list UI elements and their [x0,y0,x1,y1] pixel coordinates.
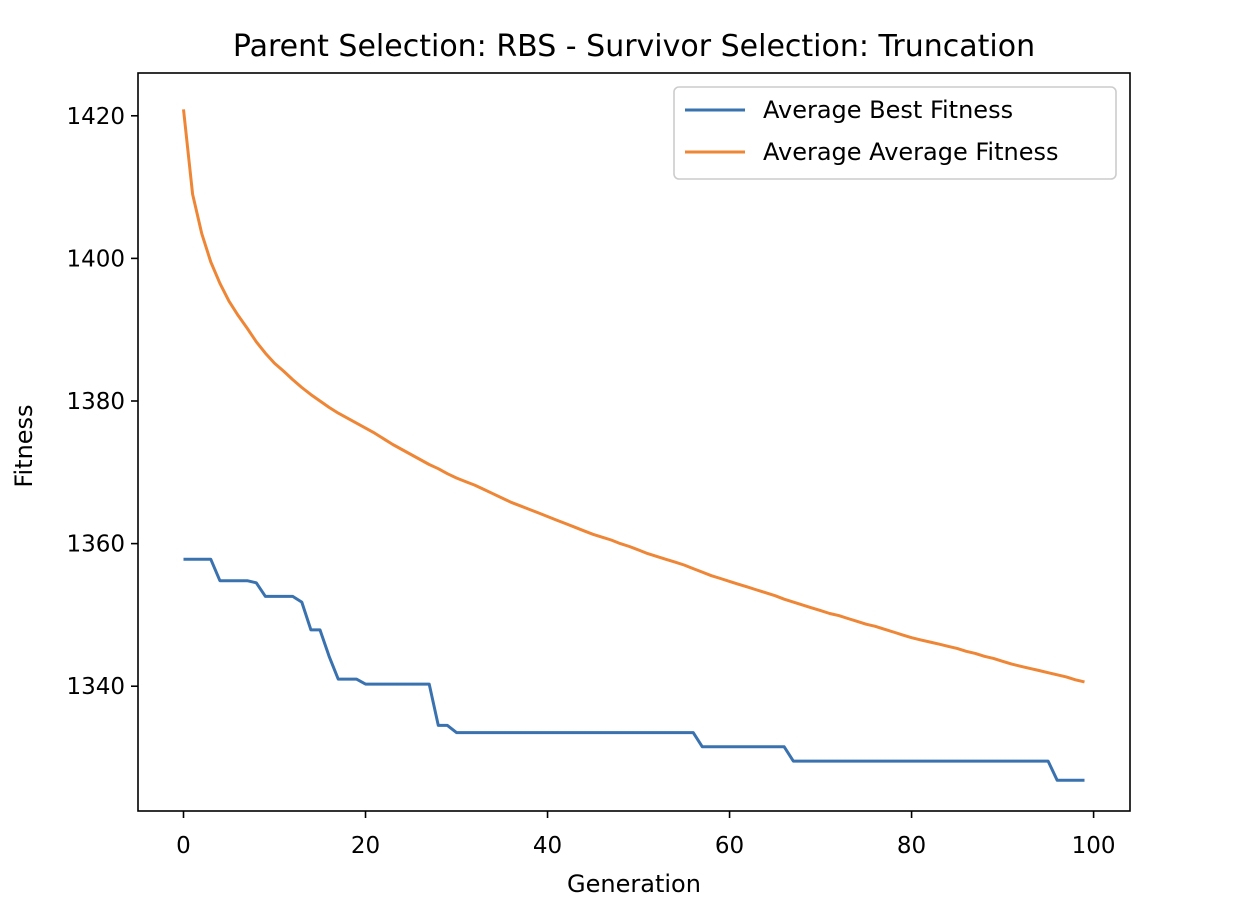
legend-label-average-best-fitness: Average Best Fitness [763,96,1013,124]
x-tick-label: 20 [351,833,380,859]
chart-title: Parent Selection: RBS - Survivor Selecti… [233,29,1035,64]
axis-layer: 0 20 40 60 80 100 1340 1360 1380 1400 1420 [66,104,1115,859]
y-tick-label: 1400 [66,246,125,272]
y-tick-label: 1420 [66,104,125,130]
y-tick-label: 1360 [66,532,125,558]
legend: Average Best Fitness Average Average Fit… [673,86,1117,180]
y-tick-label: 1380 [66,389,125,415]
x-axis-label: Generation [567,870,701,898]
series-line-average-best-fitness [183,557,1085,782]
x-tick-label: 80 [897,833,926,859]
x-tick-label: 60 [715,833,744,859]
y-axis-label: Fitness [10,404,38,487]
legend-box [673,86,1117,180]
plot-frame [137,72,1131,812]
series-layer [182,109,1085,782]
x-tick-label: 40 [533,833,562,859]
y-tick-label: 1340 [66,674,125,700]
series-line-average-average-fitness [182,109,1085,684]
legend-label-average-average-fitness: Average Average Fitness [763,138,1059,166]
x-tick-label: 100 [1072,833,1116,859]
x-tick-label: 0 [176,833,191,859]
